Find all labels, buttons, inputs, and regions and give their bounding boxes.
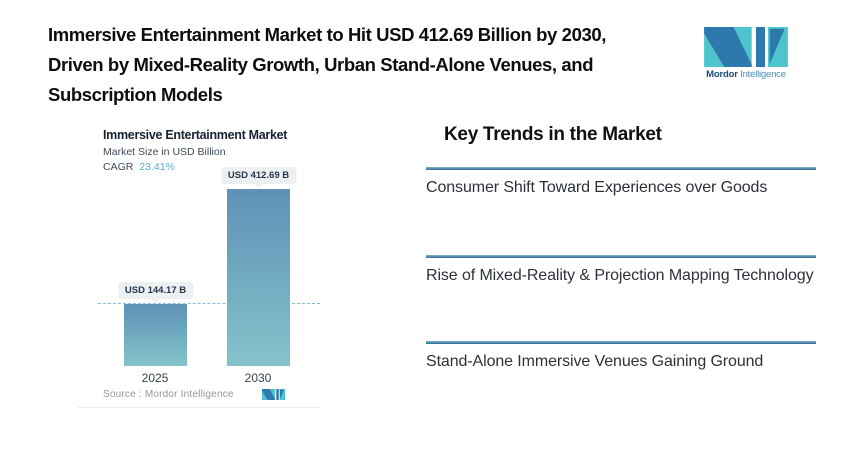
chart-subtitle: Market Size in USD Billion (103, 146, 226, 158)
trend-divider (426, 255, 816, 258)
x-tick-label: 2030 (244, 371, 272, 385)
headline-line: Immersive Entertainment Market to Hit US… (48, 24, 606, 45)
trends-title: Key Trends in the Market (444, 124, 662, 145)
bar-value-label: USD 144.17 B (117, 282, 194, 299)
trend-item: Consumer Shift Toward Experiences over G… (426, 167, 816, 198)
cagr-label: CAGR (103, 161, 134, 173)
mordor-intelligence-logo: Mordor Intelligence (702, 27, 790, 80)
chart-title: Immersive Entertainment Market (103, 128, 288, 142)
trend-text: Stand-Alone Immersive Venues Gaining Gro… (426, 352, 764, 370)
brand-name-bold: Mordor (706, 69, 738, 80)
bar-value-label: USD 412.69 B (220, 167, 297, 184)
trend-divider (426, 167, 816, 170)
mordor-logo-mini-icon (262, 389, 285, 400)
chart-source: Source : Mordor Intelligence (103, 389, 234, 400)
headline-line: Subscription Models (48, 84, 223, 105)
trend-text: Consumer Shift Toward Experiences over G… (426, 178, 768, 196)
trend-item: Stand-Alone Immersive Venues Gaining Gro… (426, 341, 816, 372)
reference-dash-line (98, 303, 320, 304)
cagr-value: 23.41% (139, 161, 175, 173)
trend-item: Rise of Mixed-Reality & Projection Mappi… (426, 255, 816, 286)
brand-name: Mordor Intelligence (702, 69, 790, 80)
brand-name-light: Intelligence (740, 69, 786, 80)
bar-2025 (124, 304, 187, 366)
market-chart-card: Immersive Entertainment Market Market Si… (78, 118, 320, 408)
headline: Immersive Entertainment Market to Hit US… (48, 20, 606, 110)
trend-divider (426, 341, 816, 344)
bar-chart-plot: USD 144.17 B USD 412.69 B 2025 2030 Sour… (78, 118, 320, 407)
headline-line: Driven by Mixed-Reality Growth, Urban St… (48, 54, 594, 75)
bar-2030 (227, 189, 290, 366)
trend-text: Rise of Mixed-Reality & Projection Mappi… (426, 266, 814, 284)
chart-cagr: CAGR 23.41% (103, 161, 320, 173)
x-tick-label: 2025 (141, 371, 169, 385)
mordor-logo-icon (704, 27, 788, 67)
